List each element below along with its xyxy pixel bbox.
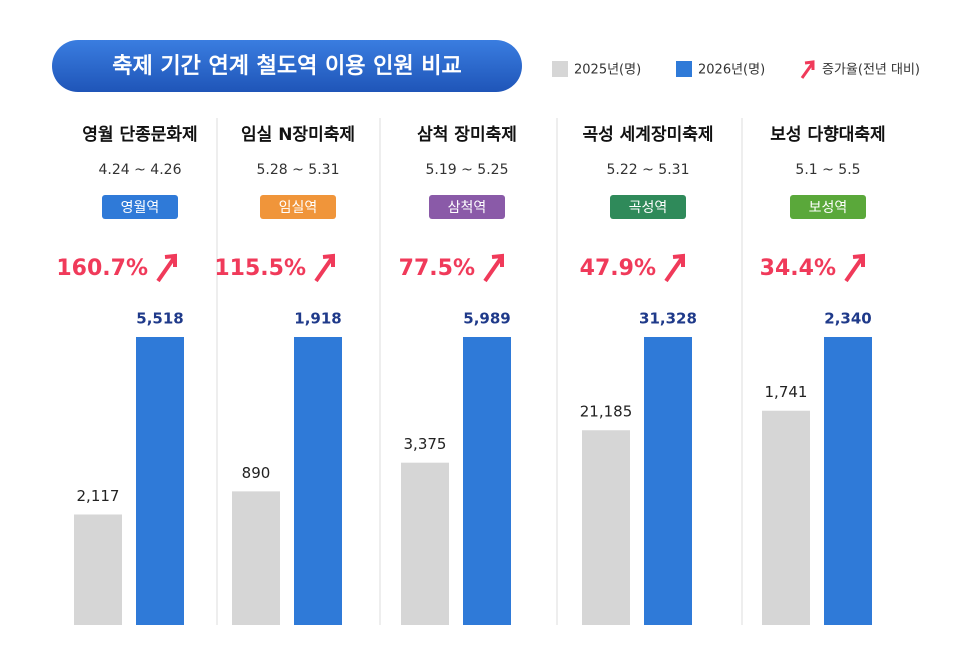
value-label: 890 (242, 464, 271, 482)
panel-dates: 5.22 ~ 5.31 (607, 162, 690, 178)
page-title: 축제 기간 연계 철도역 이용 인원 비교 (112, 54, 462, 79)
growth-arrow (483, 253, 504, 283)
growth-arrow (156, 253, 177, 283)
station-label: 곡성역 (629, 200, 668, 216)
panel-title: 영월 단종문화제 (82, 125, 197, 145)
station-label: 임실역 (279, 200, 318, 216)
panel-dates: 5.28 ~ 5.31 (257, 162, 340, 178)
bar (401, 462, 449, 625)
value-label: 2,340 (824, 310, 871, 328)
station-badge (102, 195, 178, 219)
bar (74, 514, 122, 625)
station-badge (429, 195, 505, 219)
bar (463, 337, 511, 625)
bar (824, 337, 872, 625)
legend-arrow (800, 60, 815, 79)
panel-title: 삼척 장미축제 (417, 125, 517, 145)
bar (232, 491, 280, 625)
station-label: 삼척역 (448, 200, 487, 216)
title-pill (52, 40, 522, 92)
value-label: 21,185 (580, 403, 633, 421)
growth-arrow (844, 253, 865, 283)
legend-label: 2025년(명) (574, 63, 641, 78)
bar (644, 337, 692, 625)
panel-title: 보성 다향대축제 (770, 124, 885, 145)
bar (294, 337, 342, 625)
growth-rate: 34.4% (760, 256, 836, 281)
growth-rate: 160.7% (56, 256, 148, 281)
panel-dates: 5.19 ~ 5.25 (426, 162, 509, 178)
value-label: 5,518 (136, 310, 183, 328)
value-label: 2,117 (77, 487, 120, 505)
legend-label: 2026년(명) (698, 63, 765, 78)
legend-swatch (676, 61, 692, 77)
panel-title: 곡성 세계장미축제 (582, 125, 713, 145)
bar (762, 410, 810, 625)
bar (136, 337, 184, 625)
station-badge (260, 195, 336, 219)
growth-rate: 77.5% (399, 256, 475, 281)
growth-arrow (314, 253, 335, 283)
panel-dates: 5.1 ~ 5.5 (795, 162, 860, 178)
panel-dates: 4.24 ~ 4.26 (99, 162, 182, 178)
legend-swatch (552, 61, 568, 77)
legend-label: 증가율(전년 대비) (822, 63, 920, 78)
growth-rate: 47.9% (580, 256, 656, 281)
station-badge (790, 195, 866, 219)
value-label: 31,328 (639, 310, 697, 328)
growth-arrow (664, 253, 685, 283)
station-badge (610, 195, 686, 219)
value-label: 1,741 (765, 383, 808, 401)
panel-title: 임실 N장미축제 (241, 124, 355, 145)
value-label: 1,918 (294, 310, 341, 328)
growth-rate: 115.5% (214, 256, 306, 281)
station-label: 영월역 (121, 200, 160, 216)
station-label: 보성역 (809, 200, 848, 216)
bar (582, 430, 630, 625)
value-label: 3,375 (404, 435, 447, 453)
value-label: 5,989 (463, 310, 510, 328)
